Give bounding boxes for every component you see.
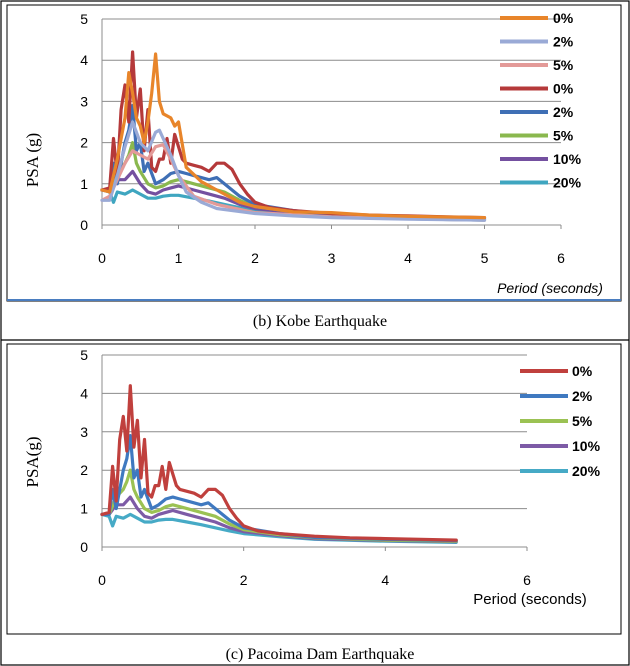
series-line-1 (100, 434, 458, 543)
legend-kobe: 0% 2% 5% 0% 2% 5% 10% 20% (500, 10, 582, 191)
x-tick-label: 0 (98, 572, 106, 588)
x-tick-label: 2 (240, 572, 248, 588)
y-tick-label: 3 (80, 93, 88, 109)
chart-area-kobe (6, 4, 622, 302)
series-line-0 (100, 52, 487, 220)
legend-pacoima: 0% 2% 5% 10% 20% (520, 363, 601, 479)
series-line-1 (100, 120, 487, 222)
x-axis-label-kobe: Period (seconds) (497, 280, 603, 296)
x-tick-label: 1 (175, 250, 183, 266)
caption-kobe: (b) Kobe Earthquake (253, 313, 387, 330)
legend-label: 5% (572, 413, 593, 429)
x-tick-label: 6 (523, 572, 531, 588)
y-tick-label: 1 (80, 176, 88, 192)
grid-pacoima (102, 354, 527, 510)
legend-label: 5% (553, 128, 574, 144)
y-tick-label: 5 (80, 347, 88, 363)
y-tick-label: 0 (80, 539, 88, 555)
legend-label: 2% (553, 104, 574, 120)
legend-label: 5% (553, 57, 574, 73)
legend-label: 20% (553, 175, 582, 191)
x-ticks-pacoima: 0 2 4 6 (98, 547, 531, 588)
legend-label: 0% (572, 363, 593, 379)
legend-label: 0% (553, 10, 574, 26)
x-tick-label: 3 (328, 250, 336, 266)
x-tick-label: 4 (404, 250, 412, 266)
x-tick-label: 5 (481, 250, 489, 266)
series-pacoima (100, 384, 458, 545)
y-tick-label: 4 (80, 385, 88, 401)
series-line-0 (100, 384, 458, 542)
panel-kobe: 0 1 2 3 4 5 0 1 2 3 4 5 6 0% 2% 5% 0% 2% 5% 10% 20% PSA (g… (6, 4, 622, 330)
y-tick-label: 1 (80, 501, 88, 517)
panel-pacoima: 0 1 2 3 4 5 0 2 4 6 0% 2% 5% 10% 20% PSA(g) Period (… (6, 343, 622, 663)
y-axis-label-kobe: PSA (g) (23, 133, 42, 187)
x-tick-label: 2 (251, 250, 259, 266)
y-ticks-kobe: 0 1 2 3 4 5 (80, 11, 88, 233)
y-tick-label: 5 (80, 11, 88, 27)
legend-label: 0% (553, 81, 574, 97)
y-tick-label: 3 (80, 424, 88, 440)
legend-label: 10% (572, 438, 601, 454)
legend-label: 2% (553, 34, 574, 50)
y-tick-label: 2 (80, 462, 88, 478)
legend-label: 10% (553, 151, 582, 167)
legend-label: 2% (572, 388, 593, 404)
caption-pacoima: (c) Pacoima Dam Earthquake (226, 646, 415, 663)
x-tick-label: 4 (381, 572, 389, 588)
y-tick-label: 4 (80, 52, 88, 68)
legend-label: 20% (572, 463, 601, 479)
y-axis-label-pacoima: PSA(g) (23, 436, 42, 487)
series-kobe (100, 50, 487, 222)
y-tick-label: 2 (80, 135, 88, 151)
y-tick-label: 0 (80, 217, 88, 233)
x-tick-label: 6 (557, 250, 565, 266)
x-tick-label: 0 (98, 250, 106, 266)
y-ticks-pacoima: 0 1 2 3 4 5 (80, 347, 88, 555)
x-ticks-kobe: 0 1 2 3 4 5 6 (98, 225, 565, 266)
x-axis-label-pacoima: Period (seconds) (473, 591, 586, 608)
